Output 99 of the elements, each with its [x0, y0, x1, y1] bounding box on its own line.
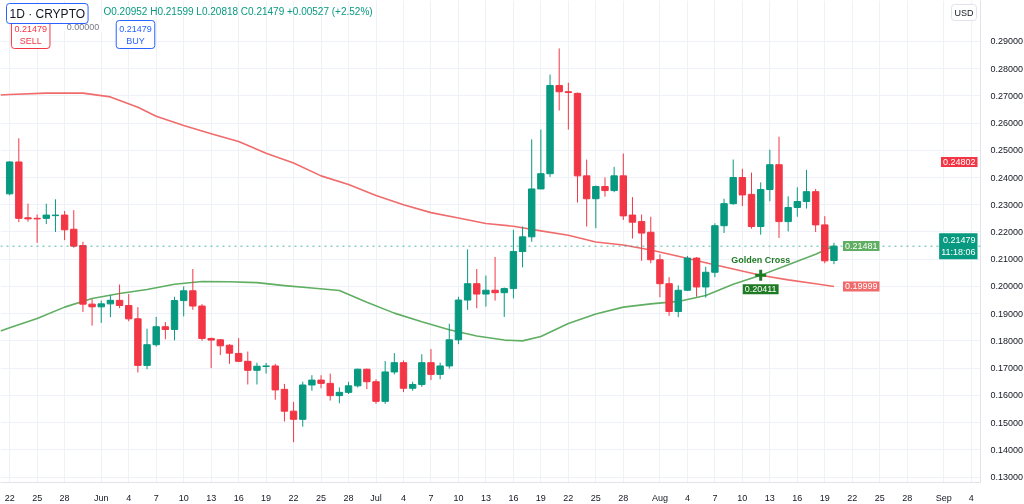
series-label: Golden Cross: [731, 255, 791, 266]
text: O0.20952 H0.21599 L0.20818 C0.21479 +0.00527 (+2.52%): [103, 5, 373, 17]
y-tick-label: 0.16000: [990, 390, 1024, 401]
y-tick-label: 0.25000: [990, 145, 1024, 156]
x-tick-label: 22: [563, 492, 574, 503]
y-tick-label: 0.17000: [990, 363, 1024, 374]
line-series: [0, 92, 835, 288]
x-tick-label: 28: [343, 492, 354, 503]
candlestick: [802, 169, 811, 210]
x-tick-label: 13: [480, 492, 491, 503]
x-tick-label: 10: [737, 492, 748, 503]
ref-line-label: 0.21479 11:18:06: [941, 235, 976, 258]
candlestick: [564, 82, 573, 131]
candlestick: [60, 210, 69, 241]
x-tick-label: Jun: [93, 492, 109, 503]
x-tick-label: 16: [508, 492, 519, 503]
candlestick: [106, 294, 115, 318]
candlestick: [491, 256, 499, 302]
x-tick-label: 28: [59, 492, 70, 503]
x-tick-label: 16: [792, 492, 803, 503]
candlestick: [637, 214, 646, 262]
x-tick-label: 13: [764, 492, 775, 503]
candlestick: [88, 298, 96, 327]
y-tick-label: 0.29000: [990, 36, 1024, 47]
candlestick: [51, 198, 60, 233]
x-tick-label: 28: [902, 492, 913, 503]
x-tick-label: 7: [712, 492, 718, 503]
x-tick-label: 4: [400, 492, 406, 503]
x-tick-label: 7: [153, 492, 159, 503]
candlestick: [473, 268, 481, 309]
candlestick: [674, 284, 682, 318]
candlestick: [225, 343, 234, 365]
data-label: 0.20411: [744, 284, 777, 295]
candlestick: [784, 195, 792, 232]
x-tick-label: 7: [428, 492, 434, 503]
y-tick-label: 0.15000: [990, 417, 1024, 428]
x-tick-label: 25: [316, 492, 327, 503]
x-tick-label: 13: [206, 492, 217, 503]
y-tick-label: 0.13000: [990, 472, 1024, 483]
candlestick: [42, 203, 50, 225]
candlestick: [179, 285, 188, 317]
y-tick-label: 0.14000: [990, 444, 1024, 455]
candlestick: [97, 300, 105, 324]
x-tick-label: Aug: [651, 492, 668, 503]
x-tick-label: 10: [178, 492, 189, 503]
x-tick-label: 10: [453, 492, 464, 503]
x-tick-label: 19: [535, 492, 546, 503]
x-tick-label: 4: [968, 492, 974, 503]
annotation: 0.21479 SELL: [14, 23, 47, 46]
candlestick: [427, 348, 435, 381]
x-tick-label: Jul: [370, 492, 382, 503]
candlestick: [289, 401, 298, 443]
x-tick-label: 22: [847, 492, 858, 503]
data-label: 0.19999: [844, 281, 878, 292]
y-tick-label: 0.27000: [990, 90, 1024, 101]
y-tick-label: 0.18000: [990, 335, 1024, 346]
candlestick: [582, 159, 591, 228]
x-tick-label: 22: [4, 492, 15, 503]
annotation: 0.21479 BUY: [119, 23, 152, 46]
data-label: 0.21481: [844, 241, 878, 252]
y-tick-label: 0.26000: [990, 118, 1024, 129]
x-tick-label: 4: [126, 492, 132, 503]
candlestick: [308, 374, 316, 392]
candlestick: [628, 196, 637, 239]
annotation: 0.24802: [942, 156, 976, 167]
x-tick-label: 25: [874, 492, 885, 503]
text: 1D · CRYPTO: [9, 6, 86, 21]
x-tick-label: 19: [819, 492, 830, 503]
candlestick: [280, 383, 289, 422]
candlestick: [738, 168, 747, 207]
candlestick: [610, 166, 618, 193]
candlestick: [463, 248, 472, 311]
candlestick: [500, 287, 508, 318]
candlestick: [482, 275, 490, 308]
candlestick: [555, 47, 563, 112]
x-tick-label: 4: [684, 492, 690, 503]
x-tick-label: 16: [233, 492, 244, 503]
candlestick: [115, 284, 124, 309]
candlestick: [601, 177, 609, 198]
y-tick-label: 0.28000: [990, 63, 1024, 74]
candlestick: [189, 268, 197, 311]
x-tick-label: 19: [261, 492, 272, 503]
y-tick-label: 0.19000: [990, 308, 1024, 319]
x-tick-label: 25: [590, 492, 601, 503]
y-axis-title: USD: [954, 7, 974, 18]
y-tick-label: 0.24000: [990, 172, 1024, 183]
y-tick-label: 0.20000: [990, 281, 1024, 292]
x-tick-label: 25: [32, 492, 43, 503]
candlestick: [592, 185, 600, 229]
x-tick-label: Sep: [935, 492, 952, 503]
y-tick-label: 0.22000: [990, 226, 1024, 237]
candlestick: [271, 363, 279, 401]
annotation: 0.00000: [66, 21, 100, 32]
x-tick-label: 22: [288, 492, 299, 503]
x-tick-label: 28: [618, 492, 629, 503]
y-tick-label: 0.23000: [990, 199, 1024, 210]
candlestick: [793, 186, 802, 218]
candlestick: [244, 351, 252, 385]
y-tick-label: 0.21000: [990, 254, 1024, 265]
